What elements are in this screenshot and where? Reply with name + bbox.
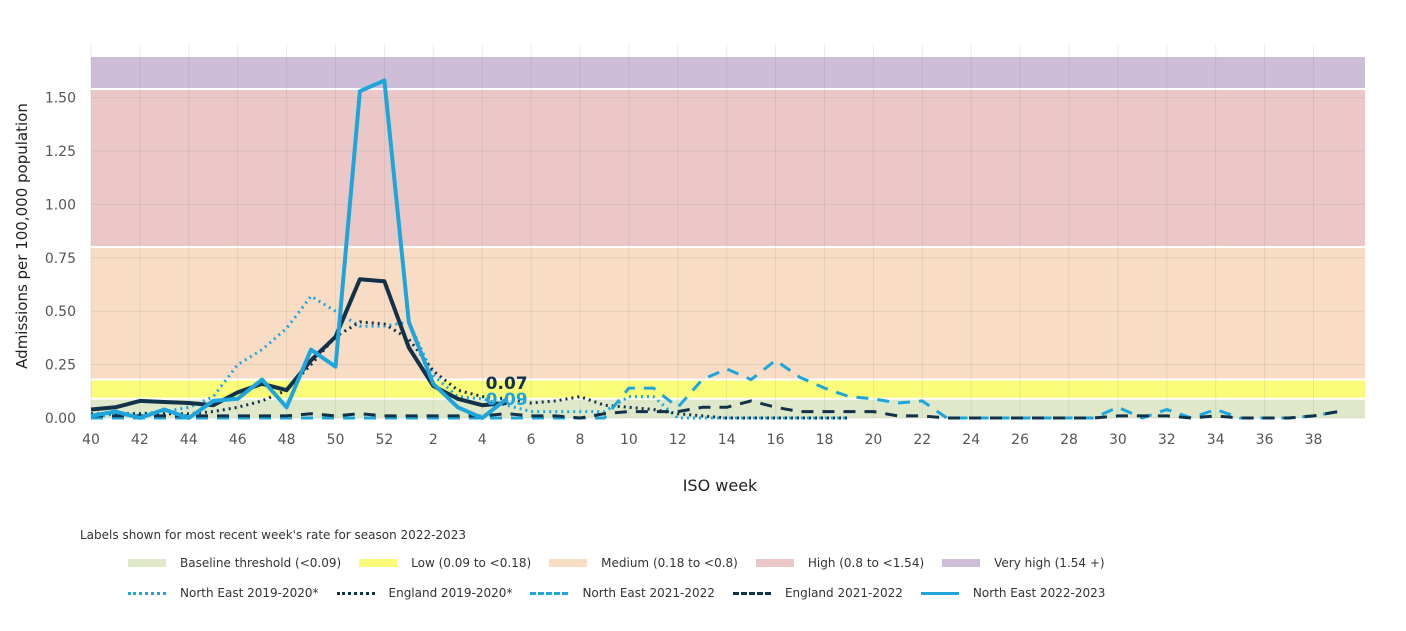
line-legend: North East 2019-2020* England 2019-2020* N… xyxy=(128,586,1123,600)
legend: Labels shown for most recent week's rate… xyxy=(80,528,1123,616)
legend-line-swatch xyxy=(732,591,771,595)
series-lines xyxy=(90,78,1339,420)
x-tick-label: 10 xyxy=(620,432,638,448)
legend-note: Labels shown for most recent week's rate… xyxy=(80,528,466,542)
legend-label: Medium (0.18 to <0.8) xyxy=(601,556,738,570)
band-2 xyxy=(91,247,1365,380)
legend-item[interactable]: England 2021-2022 xyxy=(732,586,903,600)
x-tick-label: 48 xyxy=(278,432,296,448)
y-tick-label: 0.25 xyxy=(45,358,76,374)
legend-swatch xyxy=(128,559,166,567)
x-tick-label: 32 xyxy=(1158,432,1176,448)
legend-item[interactable]: Medium (0.18 to <0.8) xyxy=(549,556,738,570)
x-tick-label: 20 xyxy=(864,432,882,448)
legend-label: Very high (1.54 +) xyxy=(994,556,1105,570)
band-4 xyxy=(91,57,1365,90)
x-tick-label: 14 xyxy=(718,432,736,448)
legend-item[interactable]: Low (0.09 to <0.18) xyxy=(359,556,531,570)
legend-swatch xyxy=(359,559,398,567)
legend-label: North East 2022-2023 xyxy=(972,586,1106,600)
x-tick-label: 34 xyxy=(1207,432,1225,448)
legend-label: North East 2019-2020* xyxy=(180,586,319,600)
y-tick-label: 0.00 xyxy=(45,411,76,427)
x-tick-label: 18 xyxy=(816,432,834,448)
series-line-2 xyxy=(91,358,1339,420)
x-tick-label: 22 xyxy=(913,432,931,448)
legend-swatch xyxy=(755,559,794,567)
legend-label: High (0.8 to <1.54) xyxy=(807,556,925,570)
legend-label: North East 2021-2022 xyxy=(582,586,715,600)
x-tick-label: 38 xyxy=(1305,432,1323,448)
legend-label: Low (0.09 to <0.18) xyxy=(411,556,532,570)
legend-label: England 2019-2020* xyxy=(388,586,513,600)
x-axis-title: ISO week xyxy=(683,476,758,495)
x-tick-label: 8 xyxy=(576,432,585,448)
x-tick-label: 6 xyxy=(527,432,536,448)
y-axis-title: Admissions per 100,000 population xyxy=(13,103,31,369)
legend-item[interactable]: Baseline threshold (<0.09) xyxy=(128,556,341,570)
legend-line-swatch xyxy=(128,591,166,595)
x-tick-label: 42 xyxy=(131,432,149,448)
x-tick-label: 12 xyxy=(669,432,687,448)
x-tick-label: 50 xyxy=(327,432,345,448)
y-tick-label: 0.50 xyxy=(45,304,76,320)
legend-swatch xyxy=(942,559,981,567)
gridlines xyxy=(90,45,1365,419)
x-tick-label: 28 xyxy=(1060,432,1078,448)
x-tick-label: 46 xyxy=(229,432,247,448)
x-axis: 40 42 44 46 48 50 52 2 4 6 8 10 12 14 16 18 20 22 24 26 28 30… xyxy=(82,432,1322,448)
legend-line-swatch xyxy=(920,591,959,595)
band-1 xyxy=(91,379,1365,399)
legend-line-swatch xyxy=(336,591,375,595)
annotations: 0.070.09 xyxy=(486,374,528,410)
x-tick-label: 16 xyxy=(767,432,785,448)
x-tick-label: 52 xyxy=(375,432,393,448)
legend-swatch xyxy=(549,559,588,567)
x-tick-label: 24 xyxy=(962,432,980,448)
threshold-bands xyxy=(91,57,1365,418)
legend-item[interactable]: High (0.8 to <1.54) xyxy=(755,556,925,570)
y-tick-label: 1.25 xyxy=(45,144,76,160)
x-tick-label: 36 xyxy=(1256,432,1274,448)
band-3 xyxy=(91,89,1365,248)
value-label: 0.09 xyxy=(486,390,528,410)
x-tick-label: 4 xyxy=(478,432,487,448)
legend-label: Baseline threshold (<0.09) xyxy=(180,556,342,570)
legend-label: England 2021-2022 xyxy=(784,586,903,600)
legend-item[interactable]: North East 2021-2022 xyxy=(530,586,715,600)
y-tick-label: 0.75 xyxy=(45,251,76,267)
series-line-1 xyxy=(91,320,849,420)
legend-item[interactable]: England 2019-2020* xyxy=(336,586,513,600)
y-tick-label: 1.00 xyxy=(45,197,76,213)
legend-item[interactable]: North East 2022-2023 xyxy=(920,586,1106,600)
legend-line-swatch xyxy=(530,591,569,595)
x-tick-label: 30 xyxy=(1109,432,1127,448)
band-legend: Baseline threshold (<0.09) Low (0.09 to <… xyxy=(128,556,1123,570)
y-axis: 0.00 0.25 0.50 0.75 1.00 1.25 1.50 xyxy=(45,91,76,427)
legend-item[interactable]: Very high (1.54 +) xyxy=(942,556,1105,570)
x-tick-label: 26 xyxy=(1011,432,1029,448)
legend-item[interactable]: North East 2019-2020* xyxy=(128,586,319,600)
series-line-0 xyxy=(90,294,849,420)
x-tick-label: 2 xyxy=(429,432,438,448)
x-tick-label: 44 xyxy=(180,432,198,448)
series-line-5 xyxy=(90,78,508,420)
y-tick-label: 1.50 xyxy=(45,91,76,107)
value-label: 0.07 xyxy=(486,374,528,394)
chart: 0.000.250.500.751.001.251.50 40 42 44 46 48 5… xyxy=(13,45,1365,495)
x-tick-label: 40 xyxy=(82,432,100,448)
